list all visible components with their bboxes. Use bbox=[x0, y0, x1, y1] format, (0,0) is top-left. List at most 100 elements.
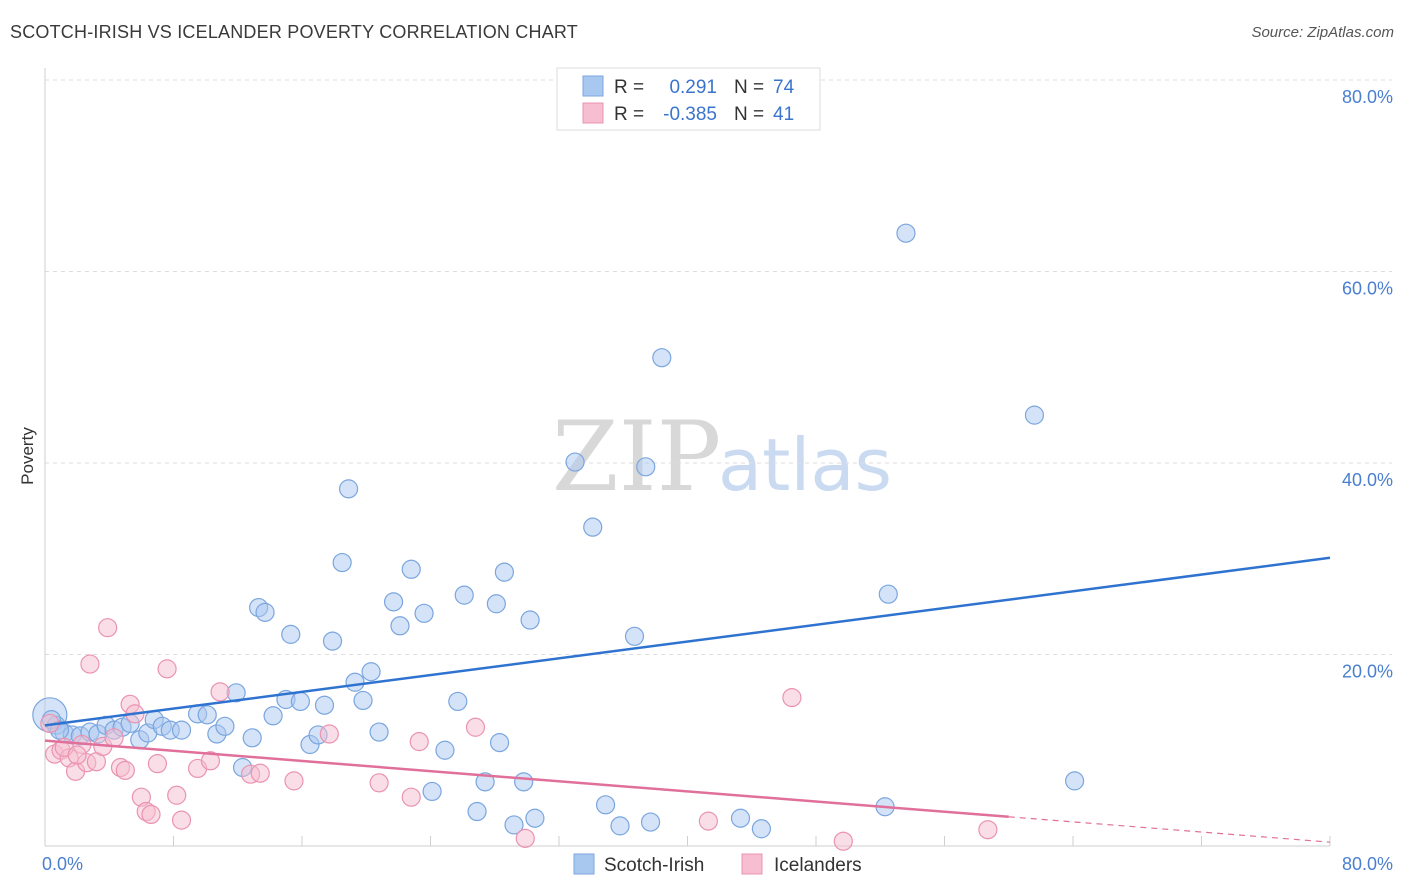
data-point bbox=[465, 717, 486, 737]
legend-n-value: 74 bbox=[773, 77, 795, 98]
data-point bbox=[595, 795, 616, 815]
data-point bbox=[494, 562, 514, 582]
data-point bbox=[1024, 405, 1045, 425]
data-point bbox=[67, 745, 87, 765]
series-legend: Scotch-Irish Icelanders bbox=[573, 853, 862, 876]
data-point bbox=[210, 682, 230, 702]
data-point bbox=[583, 517, 603, 537]
data-point bbox=[515, 828, 535, 848]
y-tick-label: 40.0% bbox=[1342, 470, 1393, 490]
data-point bbox=[636, 457, 656, 477]
data-point bbox=[200, 751, 221, 771]
data-point bbox=[263, 706, 283, 726]
data-point bbox=[361, 662, 381, 682]
y-tick-label: 80.0% bbox=[1342, 87, 1393, 107]
data-point bbox=[896, 223, 916, 243]
data-point bbox=[401, 559, 421, 579]
data-point bbox=[147, 754, 168, 774]
data-point bbox=[504, 815, 524, 835]
data-point bbox=[467, 801, 487, 822]
data-point bbox=[338, 479, 359, 499]
y-tick-label: 20.0% bbox=[1342, 662, 1393, 682]
data-point bbox=[640, 812, 661, 832]
data-point bbox=[322, 631, 343, 651]
data-point bbox=[624, 626, 645, 646]
legend-label-icelanders: Icelanders bbox=[774, 855, 862, 876]
data-point bbox=[104, 728, 124, 748]
legend-swatch-icelanders bbox=[741, 853, 763, 875]
data-point bbox=[978, 820, 998, 840]
data-point bbox=[751, 819, 771, 839]
data-point bbox=[454, 585, 474, 605]
legend-label-scotch-irish: Scotch-Irish bbox=[604, 855, 704, 876]
data-point bbox=[197, 705, 217, 725]
series-scotch-irish bbox=[32, 223, 1085, 839]
watermark-atlas: atlas bbox=[718, 423, 892, 507]
data-point bbox=[435, 740, 455, 760]
data-point bbox=[520, 610, 540, 630]
data-point bbox=[332, 552, 352, 573]
legend-n-label: N = bbox=[734, 77, 764, 98]
data-point bbox=[565, 452, 585, 472]
chart-title: SCOTCH-IRISH VS ICELANDER POVERTY CORREL… bbox=[10, 22, 578, 42]
legend-swatch-blue bbox=[582, 75, 604, 97]
data-point bbox=[255, 602, 275, 622]
legend-r-value: -0.385 bbox=[663, 104, 717, 125]
data-point bbox=[314, 695, 335, 715]
tick-labels: 20.0% 40.0% 60.0% 80.0% 0.0% 80.0% bbox=[42, 87, 1393, 874]
data-point bbox=[250, 763, 270, 783]
data-point bbox=[525, 808, 545, 828]
y-axis-title: Poverty bbox=[18, 427, 37, 485]
data-point bbox=[171, 720, 192, 740]
data-point bbox=[414, 603, 434, 623]
data-point bbox=[698, 811, 718, 831]
data-point bbox=[1065, 771, 1085, 791]
trend-line-icelanders-extension bbox=[1008, 816, 1331, 843]
data-point bbox=[242, 728, 262, 748]
data-point bbox=[486, 594, 506, 614]
data-point bbox=[319, 724, 339, 744]
trend-line-icelanders bbox=[44, 739, 1009, 819]
data-point bbox=[167, 785, 187, 805]
data-point bbox=[489, 732, 510, 753]
data-point bbox=[157, 659, 177, 679]
x-tick-label: 0.0% bbox=[42, 854, 83, 874]
data-point bbox=[369, 773, 389, 793]
correlation-legend: R = 0.291 N = 74 R = -0.385 N = 41 bbox=[556, 67, 821, 131]
data-point bbox=[369, 722, 389, 742]
legend-n-value: 41 bbox=[773, 104, 794, 125]
trend-lines bbox=[44, 556, 1331, 843]
source-label: Source: ZipAtlas.com bbox=[1251, 24, 1394, 41]
legend-n-label: N = bbox=[734, 104, 764, 125]
watermark: ZIP atlas bbox=[552, 401, 892, 513]
series-icelanders bbox=[40, 618, 998, 851]
data-point bbox=[475, 772, 495, 792]
data-point bbox=[878, 584, 898, 604]
data-point bbox=[284, 771, 304, 791]
legend-r-label: R = bbox=[614, 104, 644, 125]
trend-line-scotch-irish bbox=[44, 556, 1331, 727]
data-point bbox=[730, 808, 751, 828]
data-point bbox=[409, 732, 429, 752]
data-point bbox=[448, 691, 468, 712]
data-point bbox=[215, 716, 235, 736]
legend-swatch-pink bbox=[582, 102, 604, 124]
legend-r-label: R = bbox=[614, 77, 644, 98]
y-tick-label: 60.0% bbox=[1342, 279, 1393, 299]
legend-swatch-scotch-irish bbox=[573, 853, 595, 875]
data-point bbox=[514, 772, 534, 792]
data-point bbox=[171, 810, 192, 830]
x-tick-label: 80.0% bbox=[1342, 854, 1393, 874]
data-point bbox=[98, 618, 118, 638]
data-point bbox=[353, 690, 373, 711]
data-point bbox=[115, 760, 135, 780]
data-point bbox=[833, 831, 853, 851]
data-point bbox=[383, 592, 404, 612]
data-point bbox=[652, 348, 672, 368]
data-point bbox=[610, 816, 630, 836]
data-point bbox=[281, 624, 301, 644]
data-point bbox=[141, 804, 161, 825]
data-point bbox=[390, 616, 410, 636]
data-point bbox=[290, 691, 310, 712]
data-point bbox=[345, 672, 365, 692]
